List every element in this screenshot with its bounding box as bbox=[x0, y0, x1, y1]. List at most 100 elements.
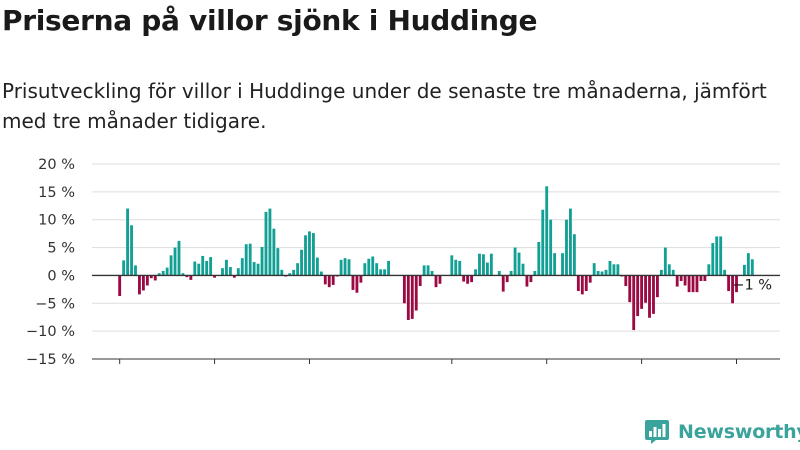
bar bbox=[541, 209, 545, 276]
bar bbox=[161, 270, 165, 276]
bar bbox=[209, 257, 213, 276]
bar bbox=[529, 275, 533, 283]
bar bbox=[225, 259, 228, 276]
bar bbox=[735, 275, 738, 293]
bar bbox=[256, 263, 260, 276]
bar bbox=[145, 275, 149, 286]
bar bbox=[130, 225, 133, 276]
bar bbox=[296, 263, 300, 276]
bar bbox=[470, 275, 474, 283]
y-tick-label: 5 % bbox=[47, 241, 75, 257]
bar bbox=[177, 240, 181, 276]
bar bbox=[580, 275, 584, 295]
bar bbox=[584, 275, 588, 292]
bar bbox=[232, 275, 236, 278]
bar bbox=[157, 273, 161, 276]
bar bbox=[600, 271, 604, 276]
bar bbox=[663, 247, 667, 276]
bar bbox=[695, 275, 699, 293]
bar bbox=[169, 255, 173, 276]
y-tick-label: 15 % bbox=[38, 185, 75, 201]
bar bbox=[248, 243, 252, 276]
bar bbox=[414, 275, 418, 311]
bar bbox=[750, 259, 754, 276]
bar bbox=[138, 275, 141, 295]
bar bbox=[509, 270, 513, 276]
bar bbox=[561, 253, 564, 276]
bar bbox=[687, 275, 691, 293]
bar bbox=[300, 249, 303, 276]
bar bbox=[118, 275, 122, 297]
bar bbox=[727, 275, 731, 292]
y-tick-label: 0 % bbox=[47, 268, 75, 284]
annotations: −1 % bbox=[732, 277, 772, 293]
y-tick-label: −10 % bbox=[26, 324, 75, 340]
bar bbox=[711, 243, 715, 276]
bar bbox=[731, 275, 734, 304]
bar bbox=[576, 275, 580, 292]
bar bbox=[406, 275, 410, 320]
bar bbox=[426, 265, 430, 276]
bar bbox=[588, 275, 592, 283]
bar bbox=[521, 263, 525, 276]
bar bbox=[612, 264, 616, 276]
bar bbox=[189, 275, 193, 280]
bar bbox=[742, 264, 746, 276]
bar bbox=[323, 275, 327, 285]
chart-title: Priserna på villor sjönk i Huddinge bbox=[2, 4, 538, 37]
bar bbox=[596, 270, 600, 276]
bar bbox=[201, 255, 205, 276]
bar bbox=[272, 228, 276, 276]
x-axis: 2012201420162019202120232025 bbox=[92, 274, 780, 364]
bar bbox=[648, 275, 651, 318]
bar bbox=[553, 253, 557, 276]
bar bbox=[640, 275, 644, 309]
bar bbox=[537, 242, 541, 276]
bar bbox=[450, 255, 454, 276]
bar bbox=[683, 275, 687, 286]
bar bbox=[746, 253, 750, 276]
bar bbox=[355, 275, 359, 293]
bar bbox=[636, 275, 640, 317]
y-axis-tick-labels: −15 % −10 % −5 % 0 % 5 % 10 % 15 % 20 % bbox=[26, 157, 75, 368]
bar bbox=[252, 262, 256, 276]
bar bbox=[474, 269, 477, 276]
bar bbox=[379, 269, 383, 276]
bar bbox=[462, 275, 466, 282]
bar bbox=[430, 270, 434, 276]
bar bbox=[422, 265, 426, 276]
bar bbox=[675, 275, 679, 287]
last-value-annotation: −1 % bbox=[732, 277, 772, 293]
bar bbox=[375, 263, 379, 276]
y-tick-label: −15 % bbox=[26, 352, 75, 368]
bar bbox=[632, 275, 636, 331]
bar bbox=[387, 260, 390, 276]
bar bbox=[193, 261, 197, 276]
y-tick-label: −5 % bbox=[35, 296, 75, 312]
y-tick-label: 10 % bbox=[38, 213, 75, 229]
bar bbox=[608, 260, 612, 276]
bar bbox=[304, 235, 307, 276]
bar bbox=[312, 233, 315, 276]
bar bbox=[288, 273, 292, 276]
bar bbox=[134, 265, 137, 276]
bar bbox=[699, 275, 703, 281]
bar bbox=[723, 269, 727, 276]
bar bbox=[652, 275, 655, 314]
bar bbox=[122, 260, 126, 276]
bar bbox=[569, 208, 572, 276]
bar bbox=[126, 208, 130, 276]
bar bbox=[644, 275, 647, 303]
bar bbox=[719, 236, 723, 276]
bar bbox=[308, 231, 311, 276]
bar bbox=[205, 260, 209, 276]
bar-chart: −15 % −10 % −5 % 0 % 5 % 10 % 15 % 20 % 2012201… bbox=[26, 157, 780, 368]
bar bbox=[292, 269, 296, 276]
grid-lines bbox=[92, 163, 780, 360]
bar bbox=[351, 275, 355, 290]
bar bbox=[438, 275, 442, 284]
bar bbox=[418, 275, 422, 287]
bar bbox=[616, 264, 620, 276]
bar bbox=[671, 269, 675, 276]
bar bbox=[343, 258, 347, 276]
